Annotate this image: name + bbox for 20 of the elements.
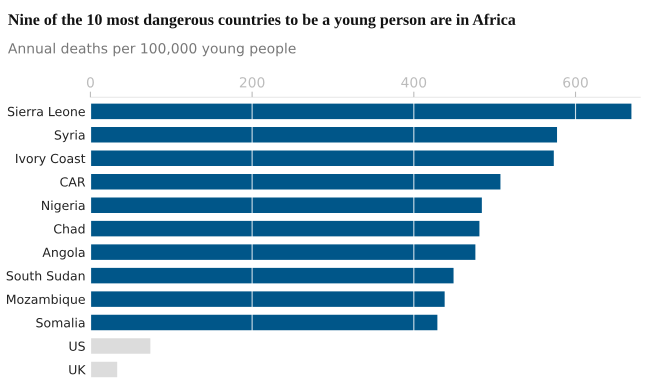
x-tick-label: 0 xyxy=(86,77,94,88)
y-tick-label: Somalia xyxy=(36,318,84,328)
y-tick-label: Syria xyxy=(54,130,84,142)
chart-title: Nine of the 10 most dangerous countries to be a young person are in Africa xyxy=(8,14,516,28)
y-tick-label: South Sudan xyxy=(6,270,84,281)
y-tick-label: Chad xyxy=(54,224,84,234)
y-tick-label: CAR xyxy=(60,177,86,187)
y-tick-label: UK xyxy=(69,365,86,374)
y-tick-label: Nigeria xyxy=(42,200,84,213)
y-tick-label: Ivory Coast xyxy=(16,154,86,166)
bar xyxy=(90,360,119,379)
y-tick-label: US xyxy=(70,341,85,351)
x-tick-label: 600 xyxy=(563,77,588,88)
x-tick-label: 200 xyxy=(240,77,264,88)
x-tick-label: 400 xyxy=(401,77,426,88)
bar xyxy=(90,336,152,356)
chart-subtitle: Annual deaths per 100,000 young people xyxy=(8,42,296,56)
y-tick-label: Sierra Leone xyxy=(8,106,85,116)
y-tick-label: Mozambique xyxy=(7,294,85,306)
y-tick-label: Angola xyxy=(42,247,84,260)
